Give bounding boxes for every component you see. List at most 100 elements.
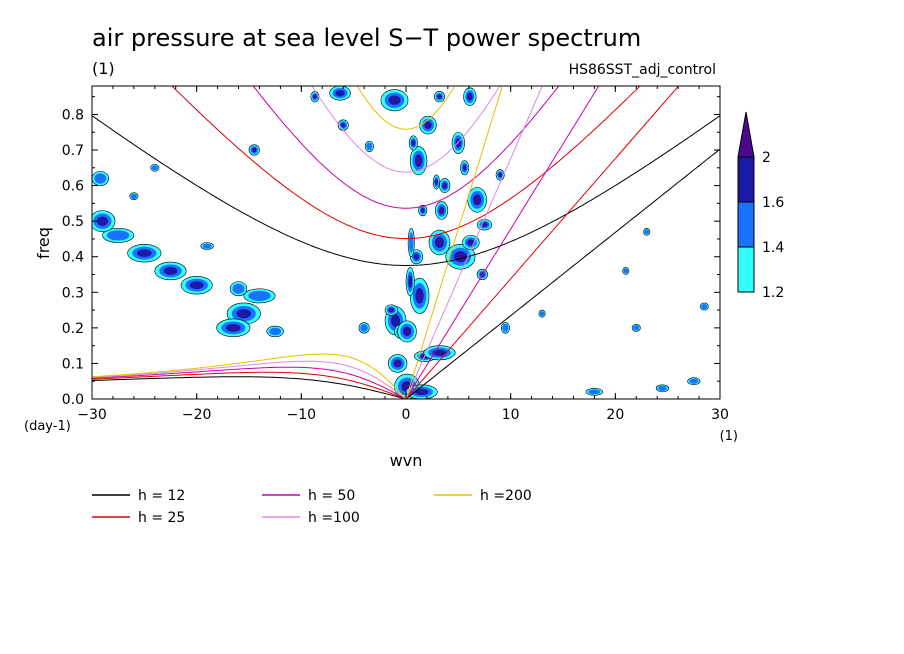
contour-blob [154, 261, 187, 281]
y-tick-label: 0.8 [62, 107, 84, 123]
y-tick-label: 0.3 [62, 285, 84, 301]
contour-blob [433, 91, 446, 103]
contour-blob [643, 227, 651, 236]
contour-blob [423, 345, 456, 361]
legend-label: h =200 [480, 488, 532, 504]
contour-blob [364, 140, 374, 153]
dispersion-curves [92, 86, 720, 399]
contour-blob [467, 187, 487, 213]
colorbar-label: 1.6 [762, 195, 784, 211]
colorbar-label: 2 [762, 150, 771, 166]
contour-blob [380, 89, 409, 112]
x-tick-label: −30 [77, 407, 107, 423]
dispersion-curve [92, 115, 720, 399]
spectrum-contours [92, 86, 709, 399]
contour-blob [102, 227, 135, 243]
contour-blob [687, 377, 701, 386]
colorbar-label: 1.2 [762, 285, 784, 301]
contour-blob [397, 320, 417, 343]
contour-blob [418, 204, 428, 217]
legend-item: h = 50 [262, 488, 355, 504]
y-axis: 0.0 0.1 0.2 0.3 0.4 0.5 0.6 0.7 0.8 [62, 96, 720, 408]
legend-item: h = 12 [92, 488, 185, 504]
contour-blob [387, 354, 408, 373]
contour-blob [150, 163, 160, 172]
contour-blob [229, 281, 248, 297]
legend-item: h =200 [434, 488, 532, 504]
contour-blob [248, 144, 260, 156]
colorbar-swatch [737, 156, 755, 203]
contour-blob [460, 160, 470, 176]
contour-blob [384, 304, 398, 316]
contour-blob [92, 171, 110, 186]
contour-blob [409, 277, 430, 314]
legend-item: h =100 [262, 510, 360, 526]
contour-blob [180, 275, 213, 295]
chart-subtitle-left: (1) [92, 59, 115, 78]
dispersion-curve [92, 86, 503, 399]
contour-blob [699, 302, 709, 311]
colorbar-label: 1.4 [762, 240, 784, 256]
contour-blob [585, 388, 604, 396]
legend-label: h = 12 [138, 488, 185, 504]
legend-label: h = 25 [138, 510, 185, 526]
legend-item: h = 25 [92, 510, 185, 526]
contour-blob [428, 229, 451, 256]
x-axis: −30 −20 −10 0 10 20 30 [77, 86, 729, 423]
y-axis-label: freq [34, 227, 53, 259]
contour-blob [476, 219, 493, 231]
contour-blob [405, 384, 438, 399]
contour-blob [439, 178, 451, 194]
contour-blob [435, 201, 449, 220]
contour-blob [451, 131, 465, 154]
colorbar: 1.2 1.4 1.6 2 [737, 111, 784, 301]
contour-blob [92, 210, 116, 233]
y-tick-label: 0.0 [62, 392, 84, 408]
colorbar-swatch [737, 246, 755, 293]
contour-blob [129, 192, 139, 201]
contour-blob [463, 87, 477, 106]
dispersion-curve [92, 86, 543, 399]
x-tick-label: 30 [711, 407, 729, 423]
y-tick-label: 0.6 [62, 179, 84, 195]
contour-blob [655, 384, 670, 393]
contour-blob [266, 325, 284, 338]
contour-blob [631, 324, 641, 332]
y-tick-label: 0.5 [62, 214, 84, 230]
contour-blob [419, 115, 437, 135]
colorbar-swatch [737, 201, 755, 248]
x-tick-label: 20 [606, 407, 624, 423]
x-axis-label: wvn [390, 451, 423, 470]
contour-blob [200, 242, 214, 250]
x-tick-label: 0 [402, 407, 411, 423]
y-tick-label: 0.2 [62, 321, 84, 337]
contour-blob [329, 86, 351, 101]
legend-label: h =100 [308, 510, 360, 526]
contour-blob [216, 318, 251, 338]
contour-blob [358, 322, 370, 334]
x-tick-label: −10 [287, 407, 317, 423]
contour-blob [127, 243, 162, 263]
y-tick-label: 0.7 [62, 143, 84, 159]
contour-blob [243, 288, 276, 304]
contour-blob [622, 267, 630, 275]
chart-subtitle-right: HS86SST_adj_control [569, 62, 716, 78]
y-tick-label: 0.4 [62, 250, 84, 266]
contour-blob [310, 91, 320, 103]
x-tick-label: 10 [502, 407, 520, 423]
chart-title: air pressure at sea level S−T power spec… [92, 24, 641, 52]
contour-blob [407, 227, 415, 258]
contour-blob [462, 235, 480, 250]
contour-blob [408, 135, 418, 151]
y-tick-label: 0.1 [62, 356, 84, 372]
contour-blob [409, 146, 428, 176]
colorbar-triangle [737, 111, 755, 158]
dispersion-curve [92, 86, 680, 399]
plot-frame [91, 85, 721, 400]
y-unit-label: (day-1) [24, 419, 71, 434]
x-tick-label: −20 [182, 407, 212, 423]
contour-blob [432, 174, 440, 190]
legend: h = 12 h = 25 h = 50 h =100 h =200 [92, 488, 532, 526]
dispersion-curve [92, 86, 600, 399]
